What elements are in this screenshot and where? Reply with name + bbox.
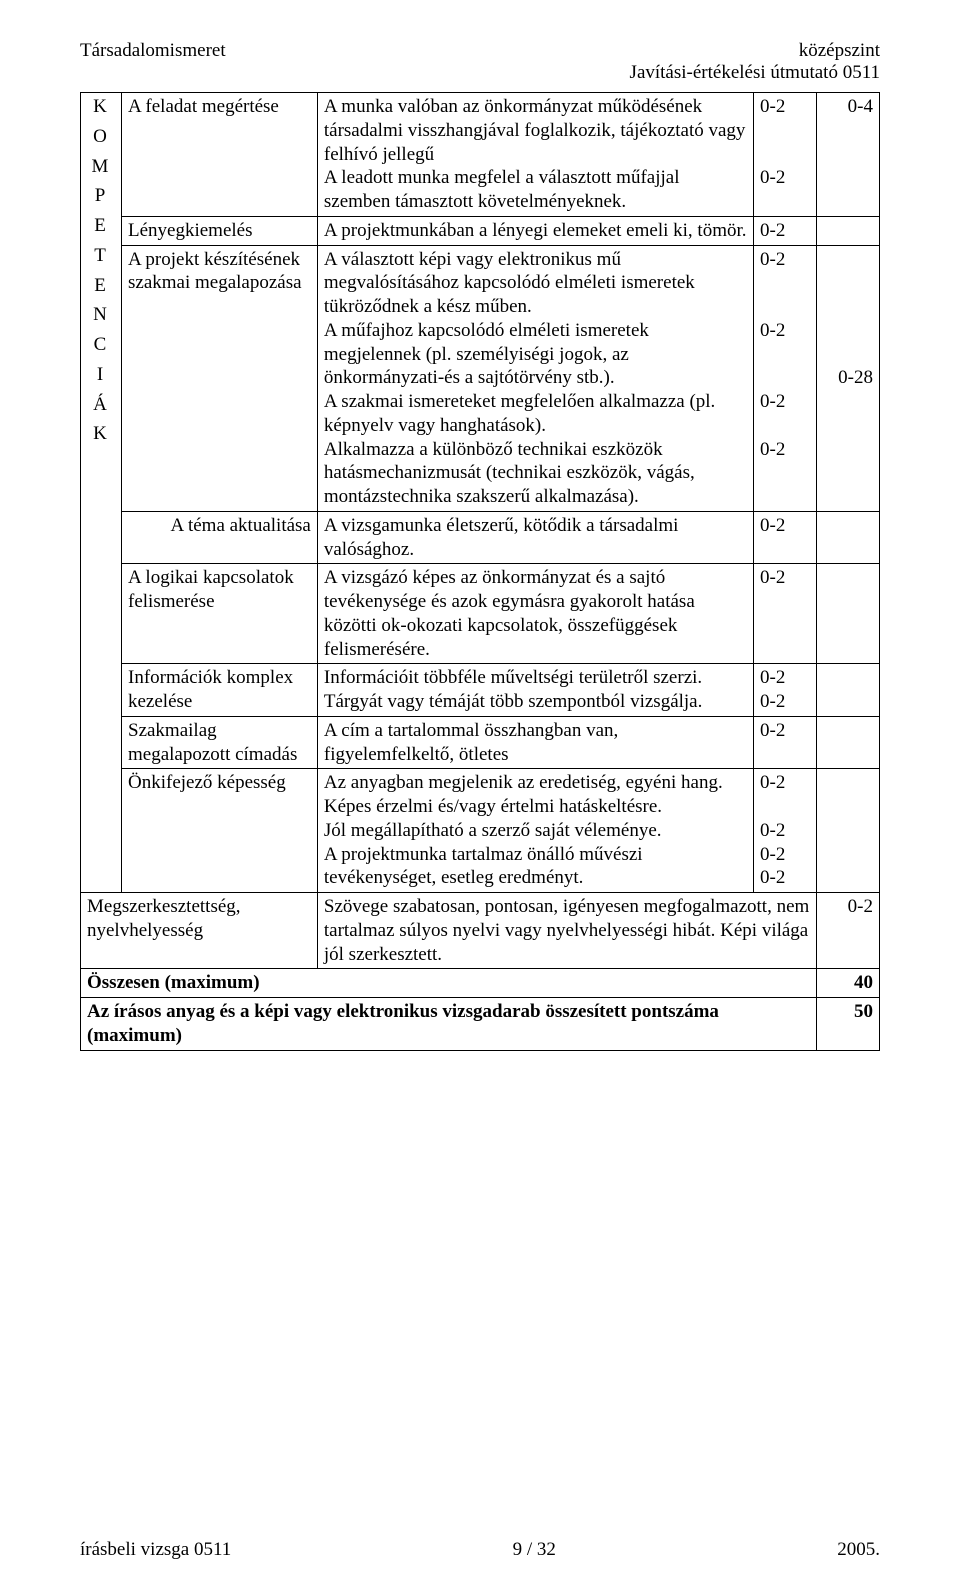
table-row: Megszerkesztettség, nyelvhelyességSzöveg… bbox=[81, 893, 880, 969]
score-cell: 0-2 0-2 0-2 0-2 bbox=[754, 245, 817, 511]
criterion-description: Szövege szabatosan, pontosan, igényesen … bbox=[317, 893, 816, 969]
footer-right: 2005. bbox=[837, 1539, 880, 1561]
rubric-table: KOMPETENCIÁKA feladat megértéseA munka v… bbox=[80, 92, 880, 1051]
total-value: 40 bbox=[817, 969, 880, 998]
criterion-description: A választott képi vagy elektronikus mű m… bbox=[317, 245, 753, 511]
criterion-description: A projektmunkában a lényegi elemeket eme… bbox=[317, 216, 753, 245]
criterion-title: A téma aktualitása bbox=[122, 511, 318, 564]
table-row: Önkifejező képességAz anyagban megjeleni… bbox=[81, 769, 880, 893]
criterion-description: A cím a tartalommal összhangban van, fig… bbox=[317, 716, 753, 769]
criterion-description: A vizsgamunka életszerű, kötődik a társa… bbox=[317, 511, 753, 564]
footer-center: 9 / 32 bbox=[513, 1539, 556, 1561]
table-row: A projekt készítésének szakmai megalapoz… bbox=[81, 245, 880, 511]
total-row: Az írásos anyag és a képi vagy elektroni… bbox=[81, 998, 880, 1051]
score-cell: 0-2 bbox=[754, 216, 817, 245]
criterion-total bbox=[817, 716, 880, 769]
criterion-description: Az anyagban megjelenik az eredetiség, eg… bbox=[317, 769, 753, 893]
criterion-total bbox=[817, 564, 880, 664]
criterion-title: Megszerkesztettség, nyelvhelyesség bbox=[81, 893, 318, 969]
criterion-total: 0-4 bbox=[817, 93, 880, 217]
criterion-title: Lényegkiemelés bbox=[122, 216, 318, 245]
criterion-description: A munka valóban az önkormányzat működésé… bbox=[317, 93, 753, 217]
score-cell: 0-20-2 bbox=[754, 664, 817, 717]
total-label: Az írásos anyag és a képi vagy elektroni… bbox=[81, 998, 817, 1051]
table-row: LényegkiemelésA projektmunkában a lényeg… bbox=[81, 216, 880, 245]
criterion-description: A vizsgázó képes az önkormányzat és a sa… bbox=[317, 564, 753, 664]
criterion-total bbox=[817, 511, 880, 564]
score-cell: 0-2 0-20-20-2 bbox=[754, 769, 817, 893]
header-right: középszint Javítási-értékelési útmutató … bbox=[630, 40, 880, 84]
table-row: Szakmailag megalapozott címadásA cím a t… bbox=[81, 716, 880, 769]
criterion-total: 0-2 bbox=[817, 893, 880, 969]
header-right-line1: középszint bbox=[630, 40, 880, 62]
competencies-vertical-label: KOMPETENCIÁK bbox=[81, 93, 122, 893]
table-row: A téma aktualitásaA vizsgamunka életszer… bbox=[81, 511, 880, 564]
page-footer: írásbeli vizsga 0511 9 / 32 2005. bbox=[80, 1499, 880, 1561]
criterion-title: Önkifejező képesség bbox=[122, 769, 318, 893]
criterion-total: 0-28 bbox=[817, 245, 880, 511]
header-right-line2: Javítási-értékelési útmutató 0511 bbox=[630, 62, 880, 84]
criterion-total bbox=[817, 216, 880, 245]
criterion-title: Információk komplex kezelése bbox=[122, 664, 318, 717]
criterion-total bbox=[817, 664, 880, 717]
score-cell: 0-2 bbox=[754, 511, 817, 564]
page-header: Társadalomismeret középszint Javítási-ér… bbox=[80, 40, 880, 84]
score-cell: 0-2 bbox=[754, 716, 817, 769]
score-cell: 0-2 bbox=[754, 564, 817, 664]
total-row: Összesen (maximum)40 bbox=[81, 969, 880, 998]
header-left: Társadalomismeret bbox=[80, 40, 226, 84]
criterion-title: A feladat megértése bbox=[122, 93, 318, 217]
criterion-description: Információit többféle műveltségi terület… bbox=[317, 664, 753, 717]
criterion-title: A projekt készítésének szakmai megalapoz… bbox=[122, 245, 318, 511]
score-cell: 0-2 0-2 bbox=[754, 93, 817, 217]
table-row: KOMPETENCIÁKA feladat megértéseA munka v… bbox=[81, 93, 880, 217]
footer-left: írásbeli vizsga 0511 bbox=[80, 1539, 231, 1561]
total-value: 50 bbox=[817, 998, 880, 1051]
total-label: Összesen (maximum) bbox=[81, 969, 817, 998]
criterion-total bbox=[817, 769, 880, 893]
table-row: Információk komplex kezeléseInformációit… bbox=[81, 664, 880, 717]
criterion-title: Szakmailag megalapozott címadás bbox=[122, 716, 318, 769]
criterion-title: A logikai kapcsolatok felismerése bbox=[122, 564, 318, 664]
table-row: A logikai kapcsolatok felismeréseA vizsg… bbox=[81, 564, 880, 664]
